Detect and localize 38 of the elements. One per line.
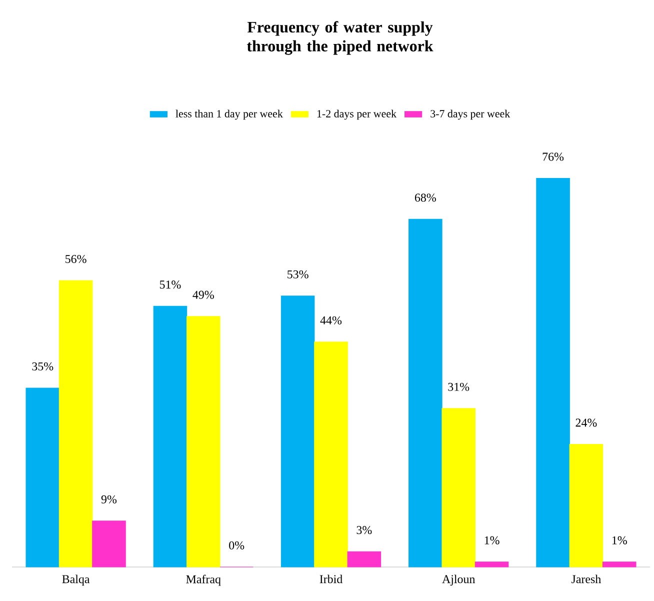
bar [92,520,126,568]
x-tick-label: Irbid [320,574,342,584]
data-label: 35% [32,362,54,370]
data-label: 51% [160,280,181,289]
x-tick-label: Balqa [62,574,90,586]
data-label: 1% [484,536,500,544]
bar [536,178,570,568]
legend-label: 3-7 days per week [430,110,510,120]
chart-title: Frequency of water supply through the piped network [246,21,434,55]
data-label: 53% [288,270,308,278]
bar [280,296,315,568]
data-label: 31% [448,382,470,391]
data-label: 68% [414,194,436,202]
x-tick-label: Ajloun [442,574,476,586]
data-label: 24% [576,418,597,427]
data-label: 76% [542,152,564,161]
data-label: 3% [356,526,372,534]
legend-label: less than 1 day per week [176,110,283,120]
legend-label: 1-2 days per week [317,110,397,120]
bar [314,342,348,568]
bar [347,551,382,568]
bar [602,562,636,568]
data-label: 49% [192,290,214,299]
bar [569,444,604,568]
bar [442,408,476,568]
bar [153,306,188,568]
data-label: 56% [66,254,86,264]
bar [186,316,220,568]
data-label: 0% [229,541,244,550]
x-tick-label: Mafraq [186,574,221,586]
bar [408,218,442,568]
data-label: 1% [612,536,627,544]
bar [474,562,509,568]
x-tick-label: Jaresh [572,574,601,584]
data-label: 9% [101,495,117,504]
bar [58,280,93,568]
data-label: 44% [320,316,342,324]
bar [26,388,60,568]
